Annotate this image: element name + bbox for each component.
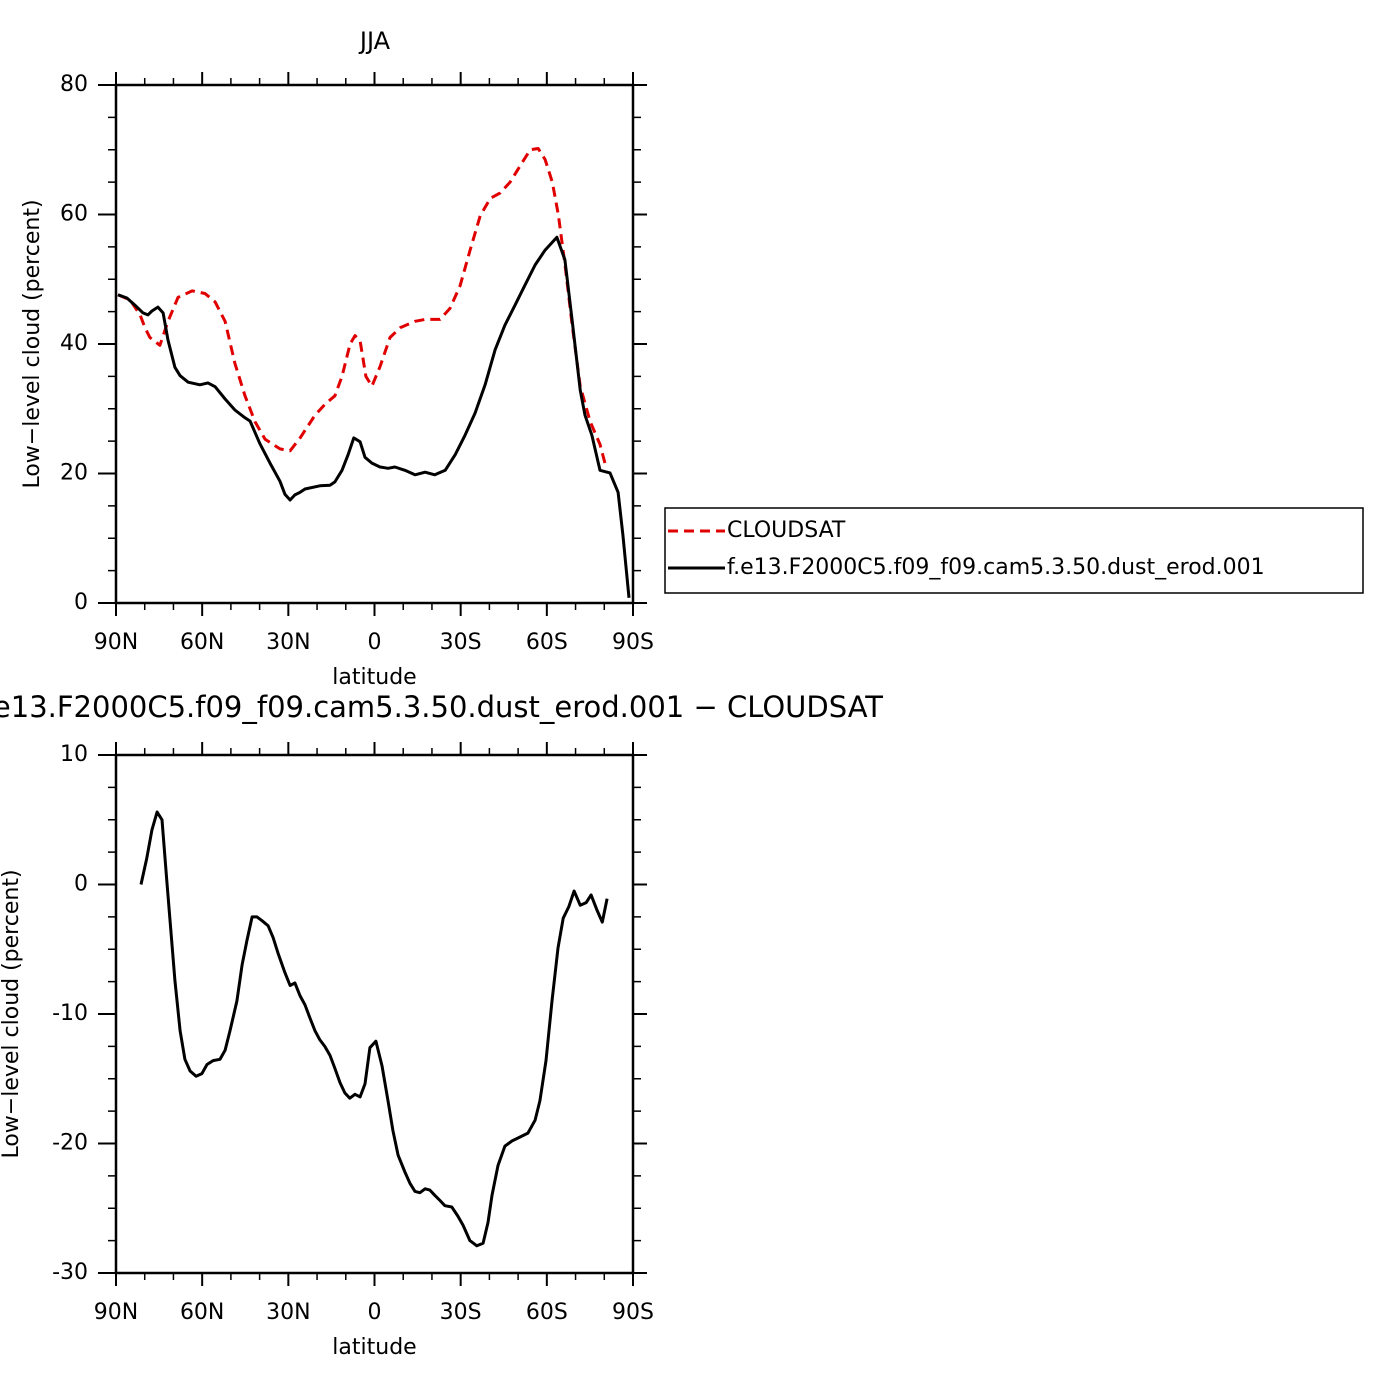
y-tick-label: -10	[52, 1001, 88, 1026]
y-axis-label: Low−level cloud (percent)	[0, 869, 24, 1158]
y-tick-label: 80	[60, 72, 88, 97]
y-tick-label: 10	[60, 742, 88, 767]
y-tick-label: 0	[74, 590, 88, 615]
x-tick-label: 30N	[266, 630, 310, 655]
x-tick-label: 60S	[526, 630, 568, 655]
legend-label: CLOUDSAT	[727, 518, 846, 543]
chart-title: JJA	[358, 27, 391, 55]
x-tick-label: 90S	[612, 1300, 654, 1325]
data-line	[117, 147, 608, 468]
x-tick-label: 30N	[266, 1300, 310, 1325]
legend-label: f.e13.F2000C5.f09_f09.cam5.3.50.dust_ero…	[727, 555, 1265, 580]
y-axis-label: Low−level cloud (percent)	[20, 199, 45, 488]
plot-frame	[114, 753, 635, 1275]
x-tick-label: 90N	[94, 630, 138, 655]
x-tick-label: 60N	[180, 630, 224, 655]
x-tick-label: 60S	[526, 1300, 568, 1325]
y-tick-label: -30	[52, 1260, 88, 1285]
x-tick-label: 60N	[180, 1300, 224, 1325]
legend-box	[664, 507, 1364, 594]
chart-title: f.e13.F2000C5.f09_f09.cam5.3.50.dust_ero…	[0, 690, 883, 724]
x-tick-label: 0	[368, 1300, 382, 1325]
x-tick-label: 30S	[440, 1300, 482, 1325]
y-tick-label: -20	[52, 1131, 88, 1156]
x-axis-label: latitude	[332, 1335, 416, 1360]
y-tick-label: 20	[60, 461, 88, 486]
x-tick-label: 30S	[440, 630, 482, 655]
y-tick-label: 0	[74, 872, 88, 897]
x-axis-label: latitude	[332, 665, 416, 690]
plot-frame	[114, 83, 635, 605]
data-line	[117, 235, 631, 598]
y-tick-label: 40	[60, 331, 88, 356]
y-tick-label: 60	[60, 202, 88, 227]
x-tick-label: 90S	[612, 630, 654, 655]
x-tick-label: 0	[368, 630, 382, 655]
x-tick-label: 90N	[94, 1300, 138, 1325]
data-line	[139, 810, 609, 1248]
